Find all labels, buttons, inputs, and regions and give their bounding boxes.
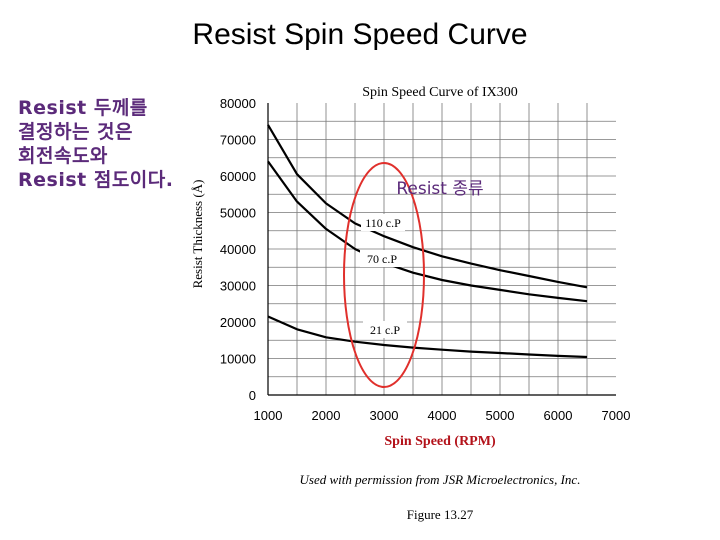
chart-grid (268, 103, 616, 395)
x-tick-label: 5000 (486, 408, 515, 423)
series-label-background (361, 214, 405, 231)
chart-title: Spin Speed Curve of IX300 (362, 85, 518, 100)
series-labels: 110 c.P 70 c.P 21 c.P (360, 214, 407, 338)
x-tick-label: 2000 (312, 408, 341, 423)
side-note-line: 회전속도와 (18, 145, 108, 167)
y-axis-label: Resist Thickness (Å) (190, 180, 205, 289)
y-tick-label: 30000 (220, 279, 256, 294)
series-label-background (363, 321, 407, 338)
chart-series (267, 124, 588, 359)
x-tick-labels: 1000 2000 3000 4000 5000 6000 7000 (254, 408, 631, 423)
series-label: 70 c.P (367, 252, 397, 266)
x-tick-label: 7000 (602, 408, 631, 423)
y-tick-label: 0 (249, 388, 256, 403)
side-note-line: 결정하는 것은 (18, 121, 133, 143)
slide-title: Resist Spin Speed Curve (192, 18, 528, 51)
y-tick-label: 50000 (220, 206, 256, 221)
x-tick-label: 3000 (370, 408, 399, 423)
highlight-ellipse (343, 162, 425, 388)
y-tick-labels: 0 10000 20000 30000 40000 50000 60000 70000 8000… (220, 96, 256, 403)
resist-type-annotation: Resist 종류 (396, 179, 483, 199)
side-note-line: Resist 두께를 (18, 97, 148, 119)
credit-line: Used with permission from JSR Microelect… (299, 472, 581, 487)
series-line (267, 160, 588, 303)
side-note-line: Resist 점도이다. (18, 169, 174, 191)
y-tick-label: 60000 (220, 169, 256, 184)
chart-axes (267, 103, 616, 396)
x-axis-label: Spin Speed (RPM) (384, 434, 496, 449)
y-tick-label: 70000 (220, 133, 256, 148)
series-label: 21 c.P (370, 323, 400, 337)
series-line (267, 315, 588, 359)
series-label: 110 c.P (365, 216, 401, 230)
y-tick-label: 40000 (220, 242, 256, 257)
x-tick-label: 4000 (428, 408, 457, 423)
y-tick-label: 80000 (220, 96, 256, 111)
series-line (267, 124, 588, 289)
y-tick-label: 10000 (220, 352, 256, 367)
series-label-background (360, 250, 404, 267)
side-note: Resist 두께를 결정하는 것은 회전속도와 Resist 점도이다. (18, 96, 178, 192)
x-tick-label: 6000 (544, 408, 573, 423)
figure-label: Figure 13.27 (406, 507, 474, 522)
y-tick-label: 20000 (220, 315, 256, 330)
x-tick-label: 1000 (254, 408, 283, 423)
